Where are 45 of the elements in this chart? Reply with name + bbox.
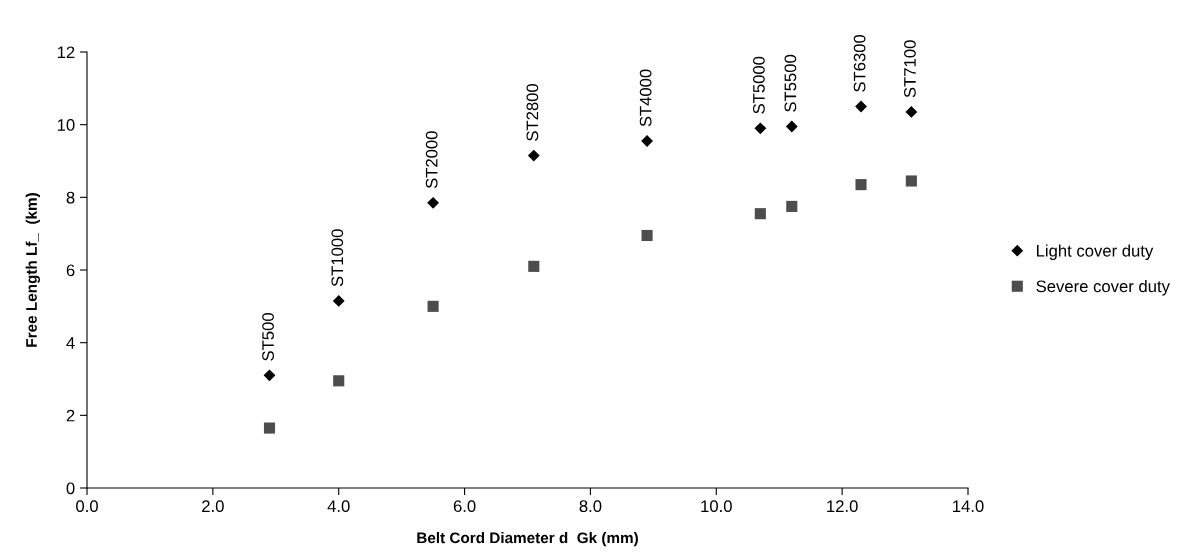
point (785, 120, 798, 133)
y-axis-title: Free Length Lf_ (km) (25, 193, 40, 347)
y-tick-label: 8 (66, 191, 75, 204)
x-axis-title: Belt Cord Diameter d Gk (mm) (417, 532, 638, 547)
annotation: ST5500 (784, 54, 797, 112)
point (855, 179, 867, 191)
y-tick-label: 4 (66, 337, 75, 349)
point (528, 260, 540, 272)
point (332, 294, 345, 307)
x-tick-label: 2.0 (202, 500, 224, 513)
point (641, 229, 653, 242)
x-tick-label: 4.0 (327, 500, 350, 513)
annotation: ST7100 (904, 40, 916, 98)
annotation: ST1000 (331, 229, 344, 287)
legend-label: Light cover duty (1036, 244, 1154, 260)
point (263, 422, 276, 434)
x-tick-label: 6.0 (453, 500, 476, 513)
point (427, 196, 439, 209)
annotation: ST5000 (753, 56, 765, 114)
legend-label: Severe cover duty (1036, 280, 1170, 296)
annotation: ST2800 (526, 83, 539, 141)
point (427, 300, 439, 312)
point (786, 200, 798, 212)
point (754, 122, 767, 135)
point (527, 149, 540, 162)
point (855, 100, 867, 113)
y-tick-label: 6 (66, 264, 75, 277)
x-tick-label: 12.0 (827, 500, 858, 513)
x-tick-label: 14.0 (953, 500, 984, 513)
annotation: ST4000 (639, 69, 652, 127)
x-tick-label: 10.0 (701, 500, 732, 513)
point (333, 375, 345, 387)
annotation: ST2000 (425, 131, 438, 189)
x-tick-label: 0.0 (76, 500, 98, 513)
y-tick-label: 10 (57, 119, 75, 131)
point (754, 208, 766, 220)
y-tick-label: 12 (57, 46, 75, 59)
point (905, 175, 917, 187)
y-tick-label: 0 (66, 482, 75, 495)
point (263, 369, 276, 382)
annotation: ST500 (262, 313, 274, 361)
point (905, 106, 918, 118)
y-tick-label: 2 (66, 409, 75, 422)
x-tick-label: 8.0 (579, 500, 602, 513)
annotation: ST6300 (853, 34, 866, 92)
